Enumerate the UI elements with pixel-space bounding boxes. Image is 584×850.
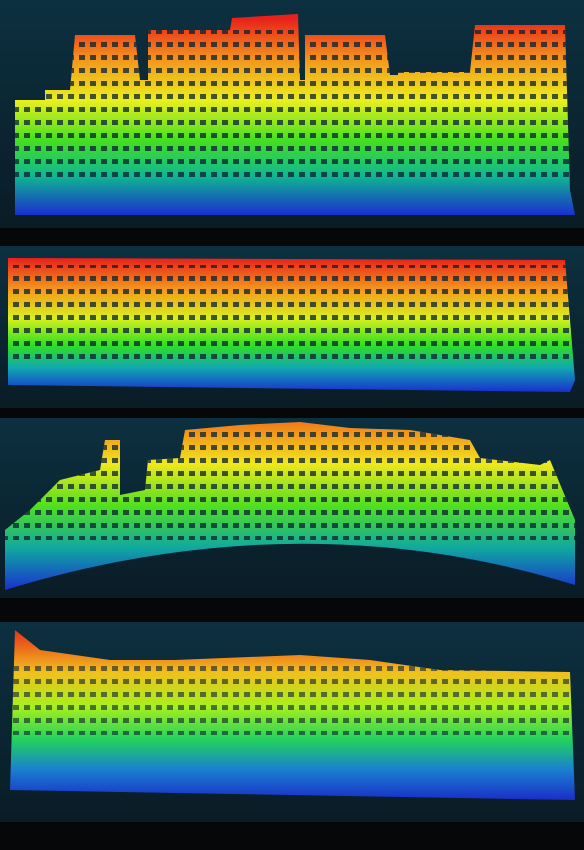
windows bbox=[8, 265, 575, 365]
windows bbox=[15, 30, 575, 180]
windows bbox=[10, 665, 575, 735]
